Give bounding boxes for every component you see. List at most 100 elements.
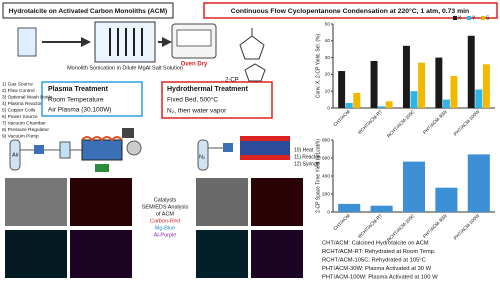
gas-label: N₂ <box>199 154 205 160</box>
bar <box>450 76 458 108</box>
definition: CHT/ACM: Calcined Hydrotalcite on ACM <box>322 241 429 247</box>
copper-coil <box>81 136 123 142</box>
sem-caption: Catalysts <box>154 197 177 203</box>
y-tick-label: 50 <box>325 21 331 27</box>
eds-carbon <box>251 178 303 226</box>
legend-label: Y <box>472 15 476 21</box>
eds-mg <box>5 230 67 278</box>
y-tick-label: 20 <box>325 72 331 78</box>
y-tick-label: 600 <box>322 155 330 161</box>
bar <box>467 35 475 109</box>
bar <box>482 64 490 108</box>
monoliths <box>109 28 143 56</box>
eds-al <box>70 230 132 278</box>
left-title: Hydrotalcite on Activated Carbon Monolit… <box>9 8 167 15</box>
bar <box>345 102 353 108</box>
x-tick-label: RCHT/ACM-RT <box>357 213 383 239</box>
definition: PHT/ACM-100W: Plasma Activated at 100 W <box>322 275 438 281</box>
x-tick-label: RCHT/ACM-105C <box>386 109 416 139</box>
eds-mg <box>196 230 248 278</box>
y-axis-label: 2-CP Space Time Yield (g/Lcat/h) <box>315 139 321 213</box>
legend-item: 8) Pressure Regulator <box>2 127 49 133</box>
hydro-title: Hydrothermal Treatment <box>167 86 249 93</box>
x-tick-label: PHT/ACM-30W <box>422 213 448 239</box>
y-tick-label: 200 <box>322 191 330 197</box>
sem-image <box>5 178 67 226</box>
bar <box>410 91 418 108</box>
bar <box>370 205 393 212</box>
bar <box>402 161 426 212</box>
sem-caption: Al-Purple <box>154 232 177 238</box>
product-label: 2-CP <box>225 78 239 84</box>
flow-control <box>223 143 233 152</box>
bar <box>378 106 386 108</box>
eds-carbon <box>70 178 132 226</box>
beaker <box>17 27 37 57</box>
legend-label: S <box>486 15 490 21</box>
sem-caption: of ACM <box>156 211 174 217</box>
x-tick-label: PHT/ACM-100W <box>453 213 481 241</box>
y-tick-label: 40 <box>325 38 331 44</box>
y-tick-label: 400 <box>322 173 330 179</box>
sem-caption: SEM/EDS Analysis <box>142 204 189 210</box>
plasma-reactor <box>81 139 123 161</box>
plasma-box <box>41 81 143 117</box>
y-axis-label: Conv. X, 2-CP Yield, Sel. (%) <box>315 34 321 99</box>
sem-caption: Mg-Blue <box>155 225 175 231</box>
hydro-item: Fixed Bed, 500°C <box>167 96 218 104</box>
bar <box>353 92 361 108</box>
y-tick-label: 30 <box>325 55 331 61</box>
plasma-item: Air Plasma (30,100W) <box>48 107 112 114</box>
plasma-title: Plasma Treatment <box>48 86 109 93</box>
y-tick-label: 10 <box>325 88 331 94</box>
hydro-box <box>161 81 273 119</box>
bar <box>442 99 450 108</box>
vacuum-pump <box>122 128 134 138</box>
x-tick-label: PHT/ACM-30W <box>422 109 448 135</box>
bar <box>435 57 443 108</box>
legend-item: 10) Heat <box>294 147 314 153</box>
legend-swatch <box>467 16 471 20</box>
bar <box>467 154 490 212</box>
eds-al <box>251 230 303 278</box>
sem-caption: Carbon-Red <box>150 218 180 224</box>
legend-swatch <box>481 16 485 20</box>
gas-label: Air <box>12 152 19 158</box>
legend-item: 9) Vacuum Pump <box>2 133 39 139</box>
bar <box>418 62 426 108</box>
definition: RCHT/ACM-105C: Rehydrated at 105°C <box>322 258 426 264</box>
legend-item: 7) Vacuum Chamber <box>2 120 46 126</box>
pressure-regulator <box>126 140 142 156</box>
bar <box>370 60 378 108</box>
bar <box>338 203 361 212</box>
plasma-item: Room Temperature <box>48 97 104 104</box>
molecule <box>239 28 265 60</box>
title-box <box>203 2 498 19</box>
x-tick-label: RCHT/ACM-RT <box>357 109 383 135</box>
hydro-item: N₂, then water vapor <box>167 108 227 115</box>
legend-item: 2) Flow Control <box>2 88 35 94</box>
legend-label: X <box>458 15 462 21</box>
flow-control <box>34 145 44 154</box>
legend-item: 11) Reactor <box>294 154 320 160</box>
reactor <box>240 141 290 155</box>
title-box <box>2 2 174 19</box>
oven-window <box>176 29 212 47</box>
wash-bottle <box>59 141 71 159</box>
legend-item: 12) Syringe <box>294 161 320 167</box>
legend-item: 6) Power Source <box>2 114 38 120</box>
legend-item: 4) Plasma Reactor <box>2 101 42 107</box>
legend-swatch <box>453 16 457 20</box>
bar <box>475 89 483 108</box>
x-tick-label: PHT/ACM-100W <box>453 109 481 137</box>
legend-item: 5) Copper Coils <box>2 107 36 113</box>
y-tick-label: 800 <box>322 137 330 143</box>
y-tick-label: 0 <box>327 209 330 215</box>
legend-item: 3) Optional Wash Bottle <box>2 94 53 100</box>
y-tick-label: 0 <box>327 105 330 111</box>
bar <box>402 45 410 108</box>
bar <box>338 71 346 108</box>
x-tick-label: RCHT/ACM-105C <box>386 213 416 243</box>
